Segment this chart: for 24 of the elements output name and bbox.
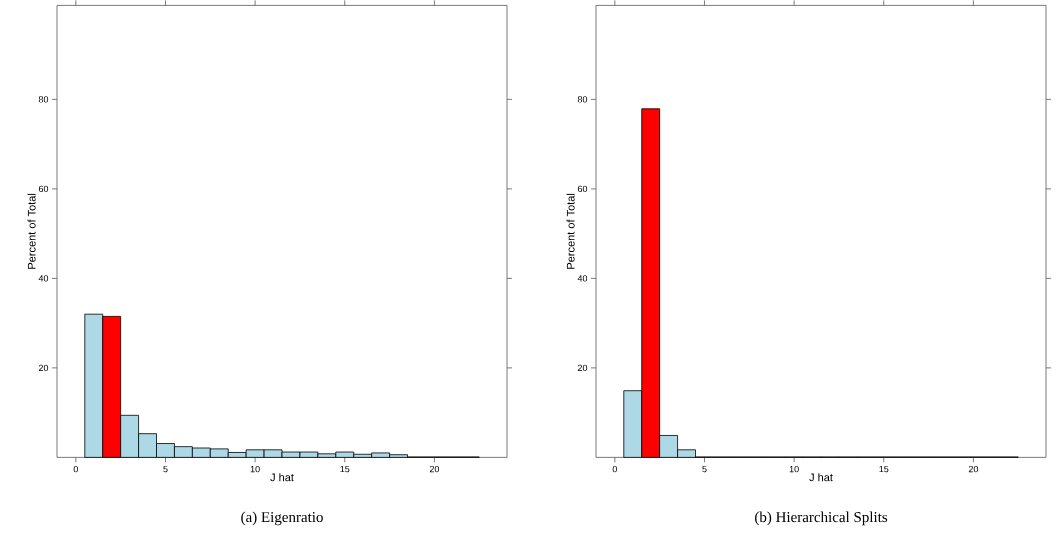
text: (b) Hierarchical Splits <box>755 511 888 526</box>
x-tick-label: 10 <box>789 465 799 473</box>
y-axis-title: Percent of Total <box>27 193 36 269</box>
x-axis-title: J hat <box>270 472 294 482</box>
y-tick-label: 80 <box>577 95 588 103</box>
y-tick-label: 20 <box>577 364 588 371</box>
x-tick-label: 20 <box>968 465 979 473</box>
x-tick-label: 15 <box>879 465 889 473</box>
x-tick-label: 5 <box>702 465 707 473</box>
y-axis-title: Percent of Total <box>566 193 575 269</box>
y-tick-label: 60 <box>577 185 588 192</box>
y-tick-label: 40 <box>38 275 49 282</box>
y-tick-label: 60 <box>38 185 49 192</box>
y-tick-label: 20 <box>38 364 49 371</box>
x-tick-label: 0 <box>612 465 617 473</box>
x-tick-label: 5 <box>163 465 168 473</box>
x-tick-label: 0 <box>73 465 78 473</box>
x-axis-title: J hat <box>809 472 833 482</box>
text: (a) Eigenratio <box>241 511 323 526</box>
x-tick-label: 20 <box>429 465 440 473</box>
y-tick-label: 40 <box>577 275 588 282</box>
x-tick-label: 10 <box>250 465 260 473</box>
x-tick-label: 15 <box>340 465 350 473</box>
y-tick-label: 80 <box>38 95 49 103</box>
